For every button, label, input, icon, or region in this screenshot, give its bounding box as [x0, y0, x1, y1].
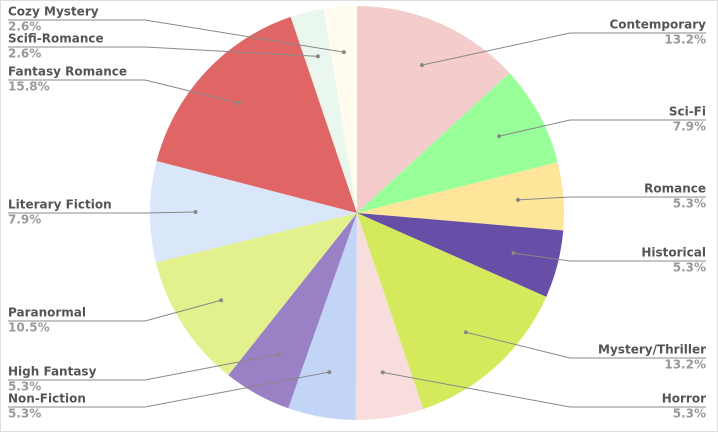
- slice-label: Horror: [662, 392, 706, 406]
- leader-dot: [219, 298, 224, 303]
- leader-line: [8, 371, 330, 408]
- leader-dot: [193, 209, 198, 214]
- slice-percent: 13.2%: [664, 33, 706, 47]
- slice-label: Scifi-Romance: [8, 32, 104, 46]
- leader-dot: [419, 63, 424, 68]
- leader-dot: [463, 330, 468, 335]
- leader-dot: [515, 197, 520, 202]
- pie-slice: [357, 6, 510, 213]
- slice-percent: 2.6%: [8, 20, 41, 34]
- leader-dot: [315, 54, 320, 59]
- slice-percent: 5.3%: [673, 407, 706, 421]
- slice-label: Historical: [641, 246, 706, 260]
- pie-slice: [288, 213, 357, 420]
- slice-label: Fantasy Romance: [8, 65, 127, 79]
- pie-slice: [156, 16, 357, 214]
- slice-percent: 7.9%: [673, 120, 706, 134]
- slice-percent: 7.9%: [8, 213, 41, 227]
- slice-percent: 5.3%: [673, 197, 706, 211]
- slice-label: Literary Fiction: [8, 198, 112, 212]
- leader-dot: [341, 50, 346, 55]
- leader-line: [8, 19, 344, 53]
- pie-slice: [357, 213, 564, 297]
- slice-percent: 10.5%: [8, 321, 50, 335]
- pie-slice: [357, 162, 564, 231]
- slice-label: Paranormal: [8, 306, 86, 320]
- slice-label: Mystery/Thriller: [598, 343, 706, 357]
- slice-percent: 15.8%: [8, 80, 50, 94]
- pie-slice: [357, 213, 547, 410]
- slice-percent: 5.3%: [8, 380, 41, 394]
- leader-line: [8, 353, 280, 381]
- leader-dot: [236, 101, 241, 106]
- leader-dot: [276, 352, 281, 357]
- leader-dot: [327, 370, 332, 375]
- slice-label: Sci-Fi: [669, 105, 706, 119]
- slice-label: Cozy Mystery: [8, 5, 99, 19]
- slice-percent: 2.6%: [8, 47, 41, 61]
- leader-line: [498, 119, 706, 137]
- leader-line: [513, 252, 706, 262]
- pie-slice: [355, 213, 424, 420]
- leader-line: [382, 371, 706, 408]
- slice-label: Non-Fiction: [8, 392, 86, 406]
- pie-slice: [156, 213, 357, 376]
- leader-line: [8, 79, 239, 104]
- leader-line: [517, 196, 706, 201]
- leader-line: [8, 211, 196, 214]
- leader-line: [8, 299, 222, 322]
- pie-slice: [150, 160, 357, 263]
- pie-slice: [228, 213, 357, 409]
- slice-label: High Fantasy: [8, 365, 97, 379]
- leader-line: [8, 46, 318, 57]
- leader-dot: [511, 251, 516, 256]
- leader-line: [465, 331, 706, 359]
- slice-percent: 13.2%: [664, 358, 706, 372]
- leader-dot: [497, 134, 502, 139]
- slice-percent: 5.3%: [8, 407, 41, 421]
- pie-slice: [357, 72, 558, 213]
- leader-dot: [380, 370, 385, 375]
- pie-slice: [290, 8, 357, 214]
- slice-percent: 5.3%: [673, 261, 706, 275]
- pie-slice: [323, 6, 357, 213]
- slice-label: Romance: [644, 182, 706, 196]
- slice-label: Contemporary: [609, 18, 706, 32]
- leader-line: [421, 32, 706, 66]
